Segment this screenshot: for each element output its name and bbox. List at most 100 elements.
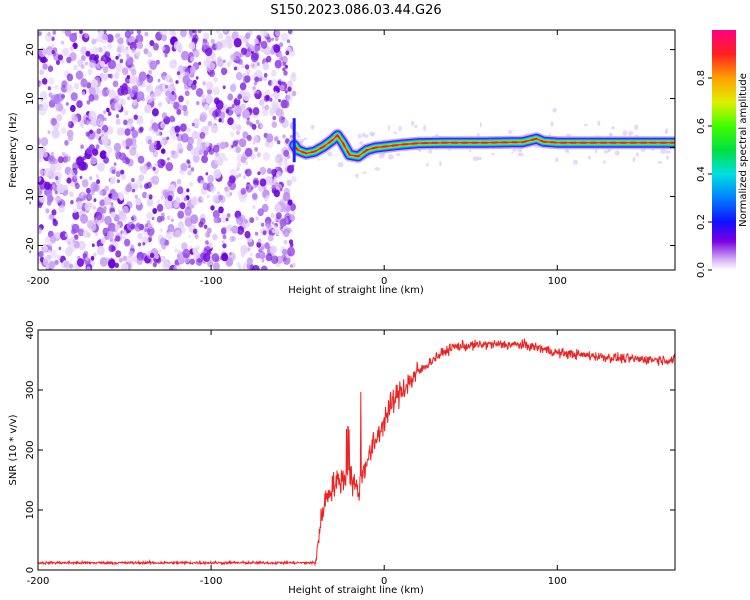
- noise-blob: [101, 129, 105, 135]
- noise-blob: [274, 181, 279, 187]
- colorbar: 0.0 0.2 0.4 0.6 0.8 Normalized spectral ampl…: [696, 30, 749, 278]
- faint-blob: [439, 160, 442, 167]
- noise-blob: [100, 121, 105, 127]
- noise-blob: [158, 101, 163, 107]
- noise-blob: [45, 208, 50, 214]
- noise-blob: [203, 150, 209, 157]
- noise-blob: [180, 30, 187, 38]
- noise-blob: [71, 223, 80, 234]
- noise-blob: [173, 101, 180, 110]
- noise-blob: [168, 78, 174, 84]
- noise-blob: [49, 235, 57, 244]
- noise-blob: [145, 94, 153, 104]
- noise-blob: [130, 244, 135, 250]
- noise-blob: [194, 233, 199, 239]
- noise-blob: [80, 78, 88, 88]
- noise-blob: [89, 129, 93, 135]
- noise-blob: [196, 143, 203, 151]
- noise-blob: [276, 156, 280, 162]
- noise-blob: [115, 235, 121, 242]
- noise-blob: [270, 93, 274, 98]
- noise-blob: [54, 259, 59, 265]
- noise-blob: [285, 218, 289, 224]
- noise-blob: [125, 138, 133, 147]
- noise-blob: [208, 147, 215, 155]
- noise-blob: [62, 47, 70, 57]
- y-tick-label: 20: [25, 43, 36, 56]
- noise-blob: [101, 88, 110, 97]
- noise-blob: [213, 215, 220, 224]
- noise-blob: [121, 83, 128, 90]
- noise-blob: [289, 214, 295, 221]
- noise-blob: [206, 81, 214, 91]
- noise-blob: [146, 211, 153, 220]
- noise-blob: [46, 199, 52, 206]
- noise-blob: [283, 239, 288, 245]
- noise-blob: [278, 53, 283, 58]
- noise-blob: [216, 30, 220, 34]
- noise-blob: [184, 206, 192, 216]
- noise-blob: [68, 191, 74, 198]
- faint-blob: [411, 120, 415, 126]
- faint-blob: [388, 154, 394, 160]
- noise-blob: [100, 135, 109, 145]
- noise-blob: [136, 115, 144, 125]
- noise-blob: [38, 47, 47, 58]
- noise-blob: [120, 169, 125, 175]
- noise-blob: [235, 146, 242, 154]
- noise-blob: [249, 252, 253, 257]
- noise-blob: [136, 50, 141, 57]
- noise-blob: [162, 189, 170, 198]
- noise-blob: [271, 121, 278, 128]
- noise-blob: [237, 93, 242, 100]
- noise-blob: [135, 197, 142, 206]
- noise-blob: [187, 164, 191, 169]
- noise-blob: [252, 135, 259, 144]
- noise-blob: [76, 100, 83, 109]
- y-tick-label: -10: [25, 188, 36, 204]
- noise-blob: [284, 64, 288, 69]
- noise-blob: [43, 152, 48, 158]
- noise-blob: [238, 193, 247, 203]
- noise-blob: [252, 264, 260, 270]
- noise-blob: [40, 56, 47, 64]
- noise-blob: [282, 228, 290, 238]
- faint-blob: [310, 124, 315, 130]
- snr-axes: -200 -100 0 100 0 100 200 300 400: [25, 320, 675, 587]
- noise-blob: [160, 122, 166, 129]
- noise-blob: [164, 239, 170, 247]
- noise-blob: [198, 149, 203, 156]
- noise-blob: [86, 266, 91, 270]
- noise-blob: [261, 203, 269, 213]
- noise-blob: [82, 156, 86, 161]
- noise-blob: [102, 209, 106, 214]
- noise-blob: [166, 202, 173, 210]
- noise-blob: [149, 252, 155, 259]
- noise-blob: [259, 123, 264, 129]
- noise-blob: [51, 209, 57, 216]
- faint-blob: [550, 121, 554, 127]
- noise-blob: [180, 169, 185, 175]
- noise-blob: [271, 184, 276, 191]
- spectrogram-y-axis-label: Frequency (Hz): [8, 112, 19, 188]
- noise-blob: [186, 188, 190, 193]
- noise-blob: [231, 225, 239, 234]
- noise-blob: [286, 93, 293, 102]
- faint-blob: [378, 152, 385, 159]
- noise-blob: [218, 206, 224, 214]
- noise-blob: [141, 96, 146, 102]
- noise-blob: [38, 151, 44, 160]
- noise-blob: [282, 248, 288, 256]
- noise-blob: [86, 187, 91, 194]
- noise-blob: [135, 34, 144, 44]
- noise-blob: [183, 197, 187, 202]
- noise-blob: [85, 117, 89, 121]
- noise-blob: [99, 60, 105, 68]
- noise-blob: [110, 211, 116, 218]
- noise-blob: [113, 162, 117, 166]
- noise-blob: [102, 66, 109, 74]
- noise-blob: [136, 257, 143, 266]
- noise-blob: [55, 191, 58, 195]
- noise-blob: [146, 181, 152, 189]
- faint-blob: [597, 120, 601, 126]
